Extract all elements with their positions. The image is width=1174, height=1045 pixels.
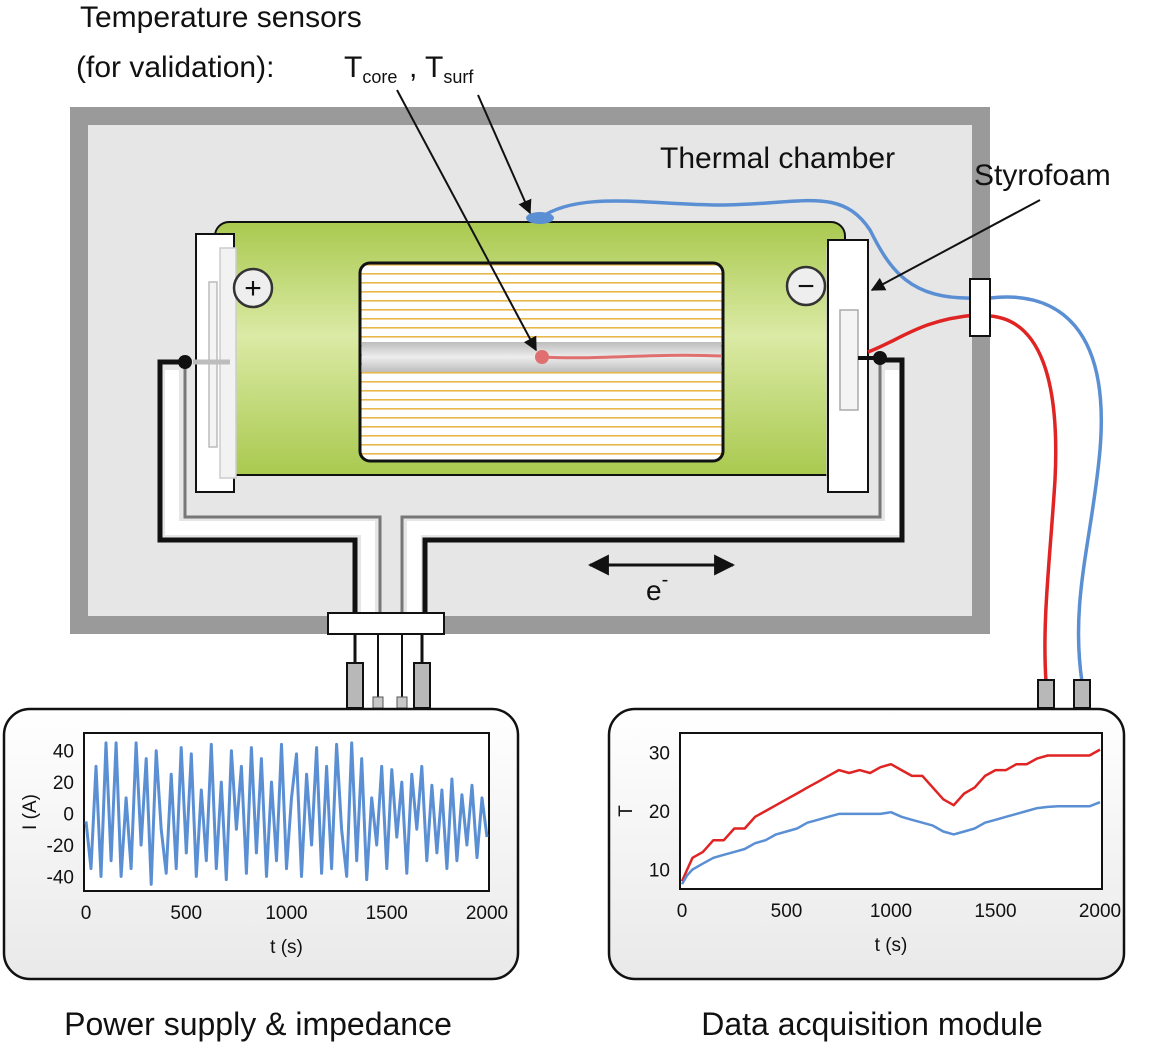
electron-charge: - <box>662 569 669 591</box>
sense-plug-2 <box>396 696 408 709</box>
temperature-plot-marks <box>680 748 1101 885</box>
series-line-1 <box>680 748 1101 882</box>
t-core-label: Tcore <box>344 51 397 87</box>
temperature-plot: 0 500 1000 1500 2000 30 20 10 t (s) T <box>616 732 1121 956</box>
x-tick-label: 0 <box>81 903 92 924</box>
t-core-pointer <box>396 89 537 352</box>
current-plot: 0 500 1000 1500 2000 40 20 0 -20 -40 t (s) I (A) <box>20 732 508 958</box>
plus-symbol-circle <box>232 267 274 309</box>
sense-cable-left-white <box>165 370 375 615</box>
daq-label: Data acquisition module <box>701 1006 1043 1042</box>
t-surf-subscript: surf <box>443 67 474 87</box>
power-feedthrough <box>327 612 445 635</box>
sense-cable-right <box>400 362 882 615</box>
sense-plug-1 <box>372 696 384 709</box>
negative-contact-strip <box>839 309 859 411</box>
daq-red-cable-outer <box>989 314 1058 683</box>
daq-red-cable-inner <box>867 313 976 354</box>
thermal-chamber-label: Thermal chamber <box>660 142 895 175</box>
y-tick-label: 30 <box>649 744 670 765</box>
series-line-1 <box>84 741 489 886</box>
plus-symbol: + <box>244 272 262 305</box>
series-line-2 <box>680 801 1101 885</box>
temperature-plot-axes: 0 500 1000 1500 2000 30 20 10 t (s) T <box>616 744 1121 956</box>
x-tick-label: 500 <box>771 901 803 922</box>
x-tick-label: 1000 <box>870 901 912 922</box>
current-plot-axes: 0 500 1000 1500 2000 40 20 0 -20 -40 t (s) I (A) <box>20 742 508 958</box>
y-tick-label: 10 <box>649 860 670 881</box>
current-plot-marks <box>84 741 489 886</box>
sense-cable-left <box>183 362 382 615</box>
sensors-label-line1: Temperature sensors <box>80 1 362 34</box>
positive-terminal-node <box>178 355 192 369</box>
sensors-label-line2: (for validation): <box>76 51 274 84</box>
x-axis-title: t (s) <box>270 937 303 958</box>
core-sensor-tip <box>535 350 549 364</box>
surface-sensor-tip <box>526 212 554 224</box>
x-axis-title: t (s) <box>875 935 908 956</box>
power-cable-outer-right <box>422 357 905 615</box>
y-axis-title: I (A) <box>20 794 41 830</box>
t-core-subscript: core <box>362 67 397 87</box>
core-sensor-wire <box>542 353 723 360</box>
power-plug-2 <box>413 662 431 709</box>
y-tick-label: 20 <box>53 773 74 794</box>
electron-label: e- <box>646 569 668 606</box>
x-tick-label: 2000 <box>1079 901 1121 922</box>
daq-blue-cable-outer <box>989 295 1103 683</box>
y-tick-label: -20 <box>47 836 74 857</box>
x-tick-label: 1500 <box>366 903 408 924</box>
x-tick-label: 0 <box>677 901 688 922</box>
surface-sensor-wire <box>538 198 976 300</box>
power-cable-outer-left <box>157 359 358 615</box>
y-tick-label: -40 <box>47 867 74 888</box>
y-tick-label: 0 <box>63 805 74 826</box>
x-tick-label: 1500 <box>974 901 1016 922</box>
styrofoam-label: Styrofoam <box>974 159 1111 192</box>
y-tick-label: 40 <box>53 742 74 763</box>
sensor-feedthrough <box>969 278 991 337</box>
t-surf-pointer <box>477 94 532 215</box>
power-supply-label: Power supply & impedance <box>64 1006 452 1042</box>
sense-cable-right-white <box>407 370 899 615</box>
minus-symbol-circle <box>785 265 827 307</box>
x-tick-label: 2000 <box>466 903 508 924</box>
y-axis-title: T <box>616 805 637 817</box>
y-tick-label: 20 <box>649 802 670 823</box>
x-tick-label: 1000 <box>265 903 307 924</box>
minus-symbol: − <box>797 270 815 303</box>
daq-plug-blue <box>1073 679 1091 709</box>
daq-plug-red <box>1037 679 1055 709</box>
t-surf-label: Tsurf <box>425 51 474 87</box>
label-comma: , <box>409 51 417 84</box>
x-tick-label: 500 <box>170 903 202 924</box>
power-plug-1 <box>346 662 364 709</box>
styrofoam-pointer <box>870 199 1041 291</box>
